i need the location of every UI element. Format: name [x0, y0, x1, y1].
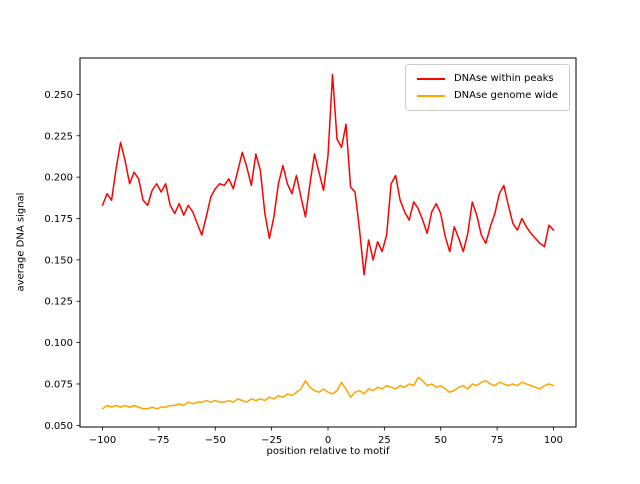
svg-text:0.225: 0.225 — [44, 131, 73, 142]
legend-item-dnase-within-peaks: DNAse within peaks — [415, 70, 560, 87]
y-axis-label: average DNA signal — [15, 192, 27, 292]
svg-text:100: 100 — [544, 435, 563, 446]
svg-text:−100: −100 — [89, 435, 116, 446]
legend-label: DNAse genome wide — [453, 90, 558, 101]
svg-text:0.250: 0.250 — [44, 90, 73, 101]
svg-text:0.075: 0.075 — [44, 379, 73, 390]
svg-text:0: 0 — [325, 435, 331, 446]
svg-text:−50: −50 — [205, 435, 226, 446]
svg-text:0.175: 0.175 — [44, 214, 73, 225]
legend: DNAse within peaks DNAse genome wide — [404, 64, 570, 111]
svg-text:75: 75 — [491, 435, 504, 446]
svg-text:0.050: 0.050 — [44, 421, 73, 432]
svg-text:0.150: 0.150 — [44, 255, 73, 266]
svg-text:0.125: 0.125 — [44, 297, 73, 308]
svg-text:50: 50 — [434, 435, 447, 446]
svg-text:0.100: 0.100 — [44, 338, 73, 349]
legend-item-dnase-genome-wide: DNAse genome wide — [415, 87, 560, 104]
svg-text:−75: −75 — [148, 435, 169, 446]
x-axis-label: position relative to motif — [266, 446, 390, 457]
legend-line-swatch-orange — [416, 94, 445, 97]
legend-line-swatch-red — [416, 77, 445, 80]
svg-text:−25: −25 — [261, 435, 282, 446]
svg-text:0.200: 0.200 — [44, 173, 73, 184]
svg-text:25: 25 — [378, 435, 391, 446]
legend-label: DNAse within peaks — [453, 73, 554, 84]
